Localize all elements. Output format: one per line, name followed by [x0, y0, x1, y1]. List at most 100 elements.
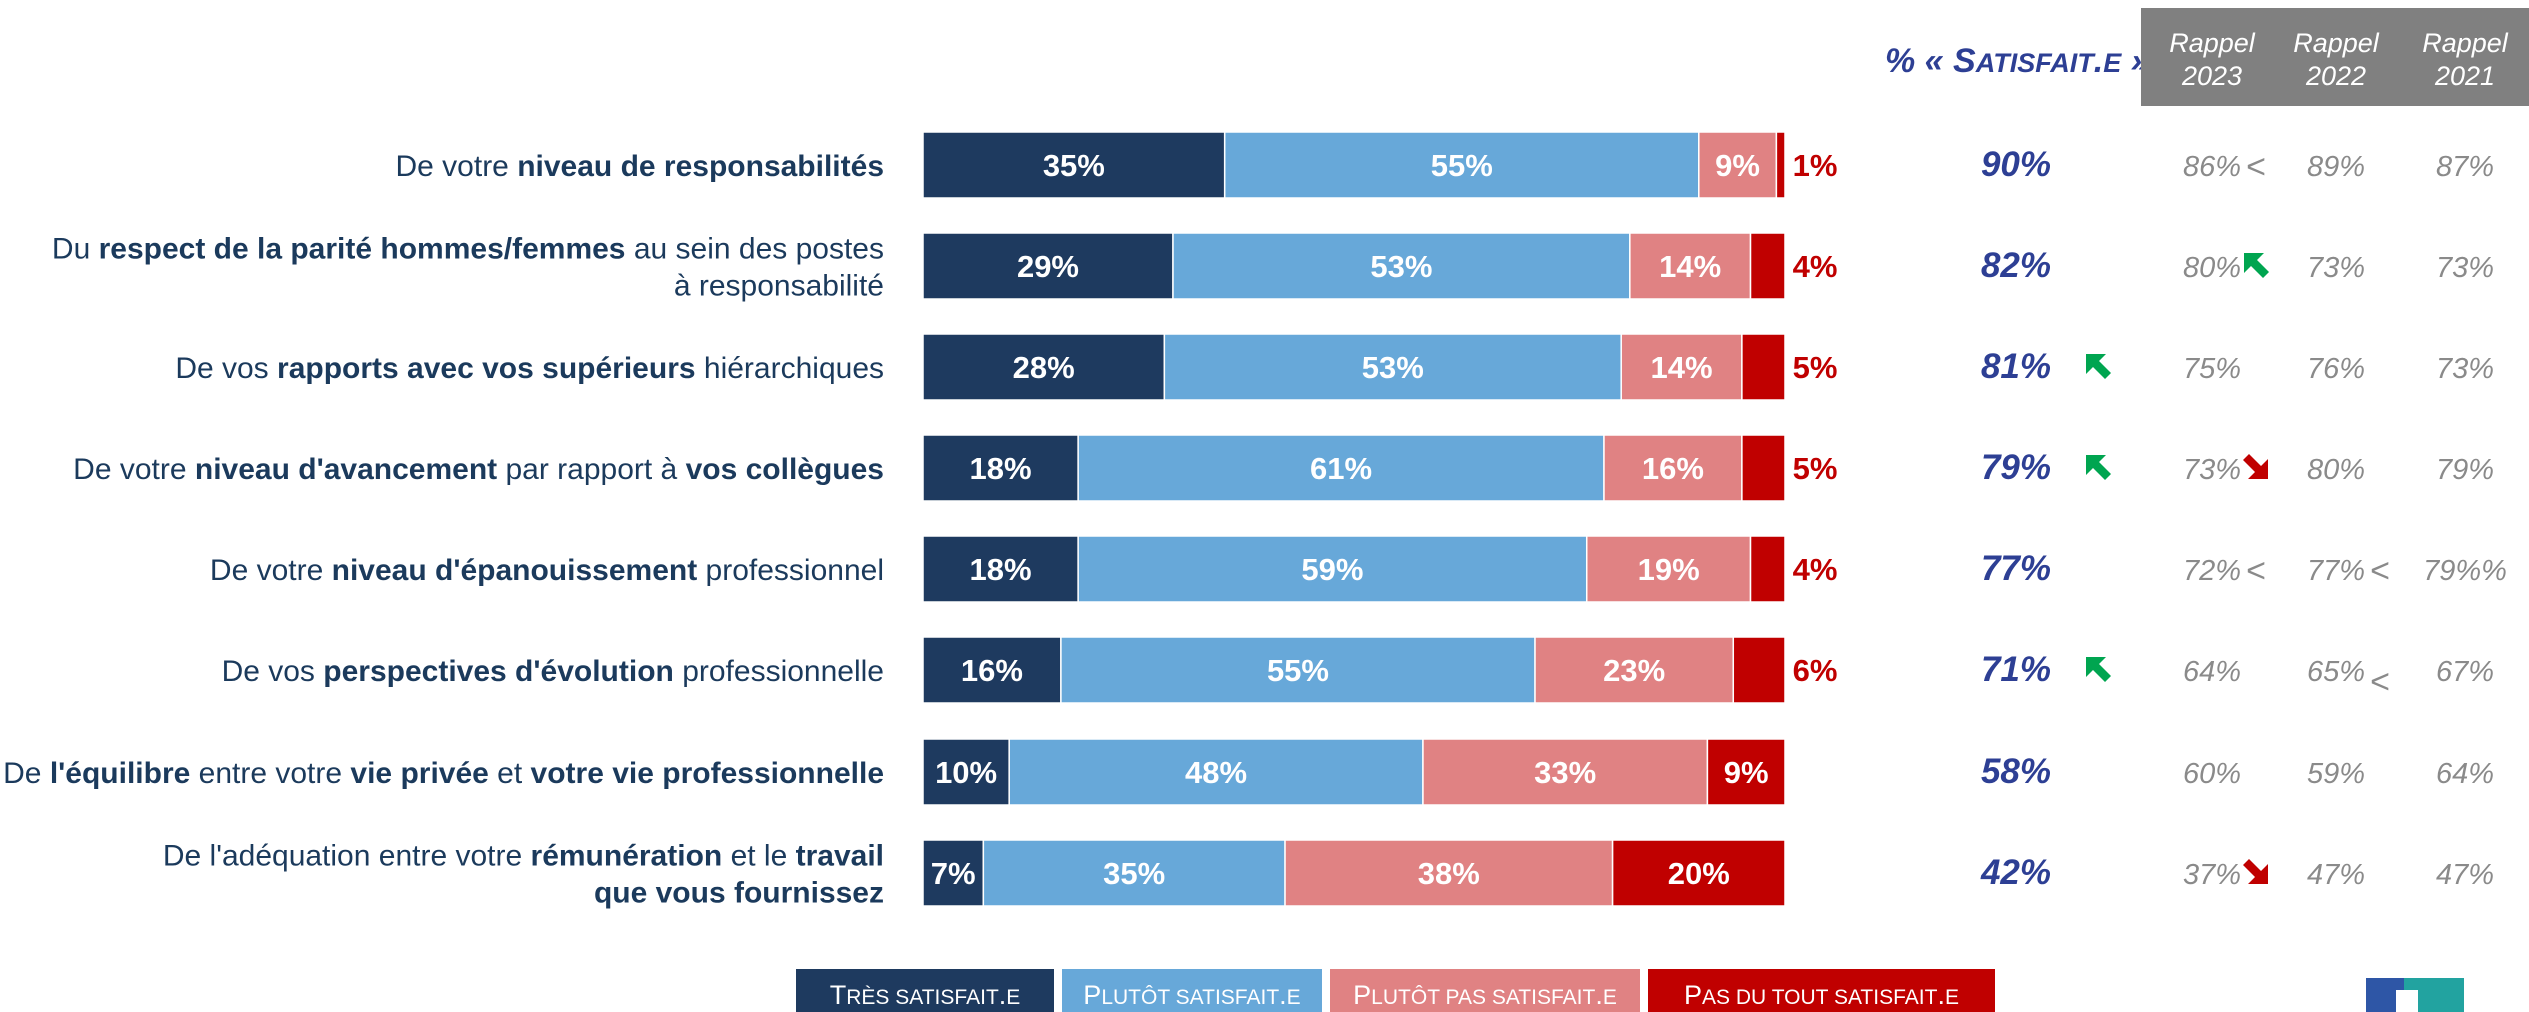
- rappel-value: 73%: [2436, 252, 2494, 284]
- bar-value-label: 23%: [1603, 653, 1665, 688]
- rappel-value: 86%: [2183, 151, 2241, 183]
- satisfied-total: 58%: [1981, 752, 2051, 791]
- rappel-value: 79%: [2436, 454, 2494, 486]
- satisfied-total: 82%: [1981, 246, 2051, 285]
- bar-segment-4: [1706, 738, 1786, 806]
- rappel-arrow-icon: [2243, 859, 2268, 884]
- bar-segment-2: [1060, 636, 1536, 704]
- row-label: De l'équilibre entre votre vie privée et…: [3, 757, 884, 790]
- legend-label: PLUTÔT SATISFAIT.E: [1083, 980, 1300, 1010]
- rappel-mark: <: [2370, 552, 2390, 590]
- rappel-arrow-icon: [2243, 454, 2268, 479]
- satisfied-total: 79%: [1981, 448, 2051, 487]
- bar-value-label: 48%: [1185, 755, 1247, 790]
- bar-value-label: 9%: [1724, 755, 1769, 790]
- row-label: De votre niveau de responsabilités: [395, 150, 884, 183]
- bar-value-label: 14%: [1651, 350, 1713, 385]
- chart-row: De votre niveau de responsabilités 35% 55%…: [395, 131, 2494, 199]
- legend-swatch-3: [1330, 969, 1640, 1012]
- bar-value-label: 6%: [1793, 653, 1838, 688]
- bar-segment-4: [1741, 434, 1786, 502]
- chart-row: De l'équilibre entre votre vie privée et…: [3, 738, 2494, 806]
- legend-swatch-1: [796, 969, 1054, 1012]
- bar-segment-1: [922, 434, 1079, 502]
- bar-segment-2: [1077, 434, 1605, 502]
- rappel-value: 80%: [2183, 252, 2241, 284]
- satisfied-total: 81%: [1981, 347, 2051, 386]
- bar-segment-4: [1732, 636, 1786, 704]
- row-label: De votre niveau d'épanouissement profess…: [210, 554, 884, 587]
- bar-segment-2: [1163, 333, 1622, 401]
- chart-header: % « SATISFAIT.E » Rappel 2023 Rappel 2022 Rap…: [1885, 8, 2529, 106]
- bar-segment-4: [1611, 839, 1786, 907]
- trend-arrow-icon: [2086, 657, 2111, 682]
- rappel-value: 89%: [2307, 151, 2365, 183]
- satisfied-pct-header: % « SATISFAIT.E »: [1885, 42, 2150, 80]
- trend-arrow-icon: [2086, 354, 2111, 379]
- chart-row: De vos rapports avec vos supérieurs hiér…: [175, 333, 2494, 401]
- bar-value-label: 53%: [1370, 249, 1432, 284]
- bar-segment-2: [1077, 535, 1588, 603]
- legend-label: TRÈS SATISFAIT.E: [830, 980, 1021, 1010]
- rappel-col-header-1: Rappel 2023: [2169, 28, 2256, 91]
- rappel-value: 73%: [2307, 252, 2365, 284]
- bar-segment-3: [1620, 333, 1743, 401]
- bar-segment-2: [1008, 738, 1424, 806]
- rappel-value: 64%: [2436, 758, 2494, 790]
- rappel-value: 79%%: [2423, 555, 2507, 587]
- bar-value-label: 18%: [970, 552, 1032, 587]
- bar-segment-1: [922, 738, 1010, 806]
- logo: [2366, 978, 2464, 1012]
- bar-value-label: 38%: [1418, 856, 1480, 891]
- row-label: De vos rapports avec vos supérieurs hiér…: [175, 352, 884, 385]
- row-label: De votre niveau d'avancement par rapport…: [73, 453, 884, 486]
- bar-segment-3: [1422, 738, 1709, 806]
- rappel-value: 59%: [2307, 758, 2365, 790]
- bar-value-label: 35%: [1103, 856, 1165, 891]
- satisfied-total: 71%: [1981, 650, 2051, 689]
- bar-value-label: 4%: [1793, 552, 1838, 587]
- row-label: à responsabilité: [674, 270, 884, 303]
- bar-segment-2: [1172, 232, 1631, 300]
- bar-segment-3: [1629, 232, 1752, 300]
- bar-segment-3: [1534, 636, 1735, 704]
- chart-rows: De votre niveau de responsabilités 35% 55%…: [3, 131, 2507, 910]
- rappel-value: 80%: [2307, 454, 2365, 486]
- rappel-value: 77%: [2307, 555, 2365, 587]
- bar-segment-4: [1749, 535, 1786, 603]
- satisfied-total: 90%: [1981, 145, 2051, 184]
- rappel-header-bg: [2141, 8, 2529, 106]
- chart-row: De votre niveau d'épanouissement profess…: [210, 535, 2507, 603]
- rappel-value: 37%: [2183, 859, 2241, 891]
- satisfied-total: 42%: [1980, 853, 2051, 892]
- legend-label: PAS DU TOUT SATISFAIT.E: [1684, 980, 1959, 1010]
- legend-swatch-4: [1648, 969, 1995, 1012]
- chart-legend: TRÈS SATISFAIT.E PLUTÔT SATISFAIT.E PLUTÔT…: [796, 969, 1995, 1012]
- bar-segment-1: [922, 636, 1062, 704]
- legend-label: PLUTÔT PAS SATISFAIT.E: [1353, 980, 1617, 1010]
- bar-segment-3: [1585, 535, 1752, 603]
- bar-value-label: 33%: [1534, 755, 1596, 790]
- bar-value-label: 5%: [1793, 350, 1838, 385]
- bar-value-label: 19%: [1638, 552, 1700, 587]
- bar-value-label: 61%: [1310, 451, 1372, 486]
- bar-value-label: 1%: [1793, 148, 1838, 183]
- rappel-col-header-3: Rappel 2021: [2422, 28, 2509, 91]
- bar-value-label: 59%: [1301, 552, 1363, 587]
- rappel-col-header-2: Rappel 2022: [2293, 28, 2380, 91]
- rappel-value: 64%: [2183, 656, 2241, 688]
- bar-value-label: 14%: [1659, 249, 1721, 284]
- bar-segment-4: [1775, 131, 1786, 199]
- row-label: Du respect de la parité hommes/femmes au…: [52, 233, 884, 266]
- bar-value-label: 53%: [1362, 350, 1424, 385]
- rappel-value: 60%: [2183, 758, 2241, 790]
- row-label: De l'adéquation entre votre rémunération…: [163, 840, 884, 873]
- bar-value-label: 55%: [1431, 148, 1493, 183]
- bar-segment-1: [922, 839, 985, 907]
- bar-value-label: 4%: [1793, 249, 1838, 284]
- bar-value-label: 20%: [1668, 856, 1730, 891]
- rappel-value: 47%: [2307, 859, 2365, 891]
- bar-segment-3: [1284, 839, 1614, 907]
- rappel-mark: <: [2246, 148, 2266, 186]
- chart-row: De votre niveau d'avancement par rapport…: [73, 434, 2494, 502]
